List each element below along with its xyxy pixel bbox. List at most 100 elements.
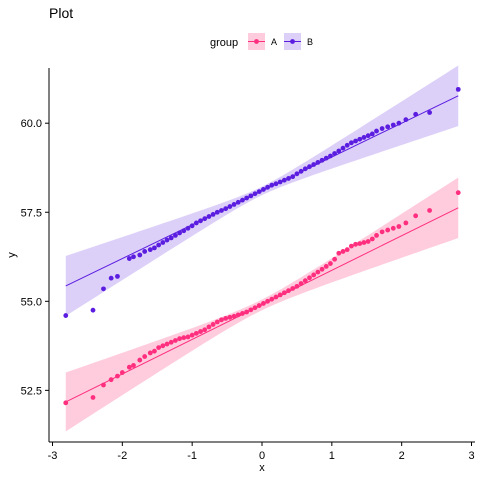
data-point-b [137,252,143,258]
data-point-b [108,275,114,281]
data-point-a [336,250,342,256]
data-point-a [152,348,157,354]
data-point-b [202,216,208,222]
x-tick-label: 0 [259,450,265,462]
data-point-a [119,370,125,375]
data-point-a [235,312,241,318]
data-point-b [315,159,321,165]
data-point-a [108,377,114,383]
data-point-b [357,136,363,142]
chart-title: Plot [49,5,73,21]
data-point-a [131,363,136,368]
data-point-b [256,189,262,194]
data-point-a [311,272,317,278]
data-point-a [202,327,208,333]
data-point-b [319,157,325,163]
data-point-b [126,256,132,261]
data-point-a [101,382,106,388]
data-point-b [219,208,224,213]
data-point-b [396,120,402,126]
data-point-b [361,135,367,140]
x-tick-label: -2 [117,450,127,462]
data-point-b [142,249,148,254]
x-tick-label: 1 [329,450,335,462]
data-point-a [210,322,216,327]
legend-key-point-b [290,39,295,44]
data-point-a [374,233,379,238]
data-point-a [252,305,258,311]
data-points [63,86,461,406]
y-ticks: 52.5 55.0 57.5 60.0 [21,118,49,397]
data-point-b [193,220,199,226]
data-point-a [294,283,300,289]
data-point-a [231,313,237,319]
data-point-b [115,273,120,279]
data-point-b [198,218,203,224]
data-point-b [63,313,69,318]
data-point-a [164,341,170,347]
y-tick-label: 55.0 [21,296,42,308]
data-point-a [403,220,409,226]
data-point-a [357,241,363,247]
data-point-b [298,168,304,174]
data-point-a [198,329,203,334]
data-point-b [131,254,136,260]
data-point-a [160,343,166,349]
x-tick-label: 3 [468,450,474,462]
data-point-b [235,199,241,205]
x-tick-label: -1 [187,450,197,462]
data-point-b [252,191,258,197]
data-point-a [390,225,396,231]
data-point-b [379,126,385,131]
data-point-b [231,202,237,207]
data-point-a [332,256,338,262]
legend-label-a: A [271,37,277,47]
data-point-a [244,309,250,315]
data-point-a [290,286,296,291]
data-point-a [319,266,325,272]
data-point-b [365,133,371,139]
data-point-a [223,316,229,321]
data-point-a [353,241,358,247]
data-point-b [353,138,358,144]
data-point-a [189,332,195,338]
data-point-a [227,314,233,320]
data-point-b [227,204,233,209]
data-point-b [185,225,191,231]
data-point-b [240,197,245,203]
data-point-b [413,111,419,117]
data-point-b [248,193,254,199]
data-point-b [168,235,174,241]
data-point-b [332,151,338,156]
data-point-a [206,324,212,330]
data-point-b [244,195,250,201]
legend: group A B [210,33,313,50]
data-point-a [273,294,279,300]
data-point-a [269,296,275,302]
data-point-b [269,182,275,188]
data-point-a [147,350,153,356]
data-point-a [328,261,333,266]
data-point-a [302,278,308,284]
y-tick-label: 60.0 [21,118,42,130]
data-point-a [142,354,148,359]
data-point-b [277,179,283,185]
data-point-a [156,345,162,351]
data-point-a [315,269,321,275]
data-point-b [152,245,157,251]
data-point-a [455,190,461,196]
data-point-b [206,214,212,219]
data-point-b [311,162,317,167]
data-point-b [323,155,329,161]
data-point-b [189,223,195,229]
data-point-b [281,177,287,183]
data-point-b [214,209,220,215]
legend-title: group [210,37,238,49]
data-point-b [273,181,279,187]
data-point-a [298,281,304,286]
x-ticks: -3 -2 -1 0 1 2 3 [48,442,475,462]
data-point-a [265,298,270,304]
data-point-a [137,357,143,363]
data-point-b [369,131,375,137]
